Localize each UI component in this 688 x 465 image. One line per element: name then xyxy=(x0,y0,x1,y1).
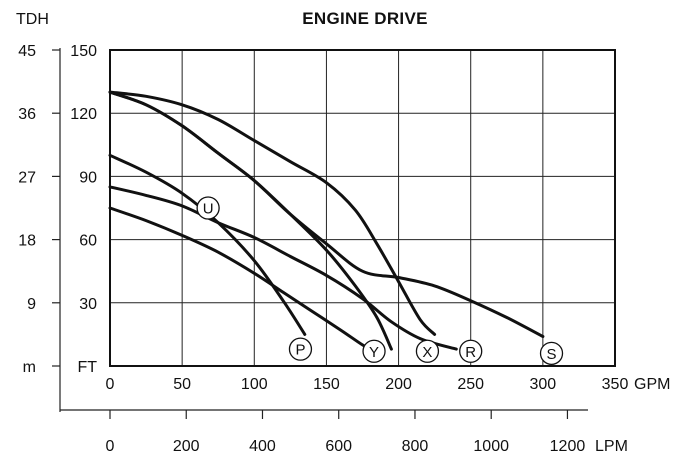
x-secondary-tick-label: 600 xyxy=(325,438,352,455)
curve-x xyxy=(108,90,393,351)
curve-r xyxy=(108,206,376,353)
x-secondary-tick-label: 200 xyxy=(173,438,200,455)
y-secondary-title: TDH xyxy=(16,11,49,28)
curve-label-circle-s xyxy=(539,341,564,366)
x-primary-tick-label: 50 xyxy=(173,376,191,393)
curve-u xyxy=(108,90,437,336)
x-secondary-tick-label: 400 xyxy=(249,438,276,455)
curve-label-circle-x xyxy=(415,339,440,363)
curve-label-circle-y xyxy=(362,339,386,363)
y-secondary-tick-label: 27 xyxy=(18,169,36,186)
x-primary-tick-label: 350 xyxy=(602,376,629,393)
x-secondary-unit: LPM xyxy=(595,438,628,455)
curve-label-u: U xyxy=(203,201,214,218)
curve-label-circle-p xyxy=(288,337,313,361)
axes: 0 50 100 150 200 250 300 350 FT 30 60 90 120 150 m 9 18 2… xyxy=(18,43,628,455)
x-primary-tick-label: 250 xyxy=(457,376,484,393)
x-primary-tick-label: 200 xyxy=(385,376,412,393)
y-primary-tick-label: 90 xyxy=(79,169,97,186)
y-secondary-tick-label: m xyxy=(23,359,36,376)
y-secondary-tick-label: 18 xyxy=(18,233,36,250)
y-primary-tick-label: 150 xyxy=(70,43,97,60)
x-secondary-tick-label: 0 xyxy=(106,438,115,455)
x-primary-tick-label: 300 xyxy=(530,376,557,393)
curve-label-s: S xyxy=(547,346,557,363)
y-secondary-tick-label: 45 xyxy=(18,43,36,60)
y-primary-tick-label: 30 xyxy=(79,296,97,313)
curve-label-circle-r xyxy=(459,339,483,363)
curve-label-x: X xyxy=(422,344,432,361)
curve-s xyxy=(108,90,545,338)
curve-label-y: Y xyxy=(369,344,379,361)
curve-p xyxy=(108,153,307,336)
curve-label-r: R xyxy=(465,344,476,361)
x-secondary-tick-label: 1000 xyxy=(473,438,509,455)
curve-label-p: P xyxy=(295,342,305,359)
y-primary-tick-label: 120 xyxy=(70,106,97,123)
pump-curves xyxy=(108,90,545,353)
y-secondary-tick-label: 36 xyxy=(18,106,36,123)
chart-title: ENGINE DRIVE xyxy=(302,9,427,28)
y-secondary-tick-label: 9 xyxy=(27,296,36,313)
x-primary-tick-label: 0 xyxy=(106,376,115,393)
x-secondary-tick-label: 800 xyxy=(402,438,429,455)
curve-labels: U X P Y R S xyxy=(196,196,564,366)
y-primary-tick-label: FT xyxy=(77,359,97,376)
x-secondary-tick-label: 1200 xyxy=(550,438,586,455)
x-primary-tick-label: 100 xyxy=(241,376,268,393)
x-primary-unit: GPM xyxy=(634,376,670,393)
curve-label-circle-u xyxy=(196,196,220,220)
y-primary-tick-label: 60 xyxy=(79,233,97,250)
x-primary-tick-label: 150 xyxy=(313,376,340,393)
curve-y xyxy=(108,185,458,351)
